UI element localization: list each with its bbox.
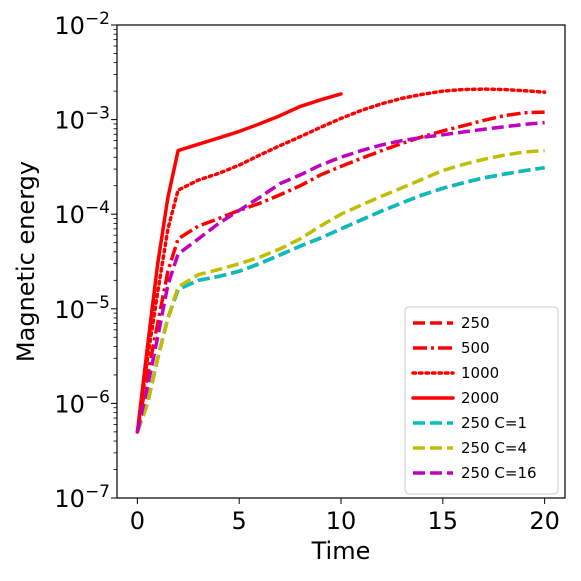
legend-label-500: 500 [461, 339, 490, 357]
series-line-500 [135, 110, 545, 433]
series-line-250-c-4 [135, 148, 545, 433]
legend-box [404, 306, 559, 495]
legend-label-1000: 1000 [461, 364, 499, 382]
legend-label-250-c-1: 250 C=1 [461, 414, 527, 432]
x-tick-label: 0 [130, 507, 145, 535]
x-tick-label: 10 [326, 507, 357, 535]
y-tick-mantissa: 10 [54, 107, 85, 135]
y-tick-label: 10−7 [54, 482, 110, 513]
y-tick-exponent: −5 [85, 293, 110, 313]
y-tick-exponent: −7 [85, 482, 110, 502]
y-tick-exponent: −3 [85, 104, 110, 124]
series-line-250-c-16 [135, 120, 545, 433]
x-tick-label: 5 [232, 507, 247, 535]
legend-label-250: 250 [461, 314, 490, 332]
x-tick-label: 20 [529, 507, 560, 535]
y-tick-exponent: −6 [85, 387, 110, 407]
legend-label-250-c-16: 250 C=16 [461, 464, 537, 482]
y-tick-label: 10−4 [54, 198, 110, 229]
y-tick-exponent: −2 [85, 9, 110, 29]
y-axis-label: Magnetic energy [12, 161, 40, 362]
legend-label-250-c-4: 250 C=4 [461, 439, 527, 457]
y-tick-mantissa: 10 [54, 296, 85, 324]
series-group [135, 87, 547, 434]
legend: 250 500 1000 2000 250 C=1 250 C=4 250 C=16 [404, 306, 559, 495]
x-tick-label: 15 [428, 507, 459, 535]
y-tick-exponent: −4 [85, 198, 110, 218]
series-line-2000 [135, 92, 343, 434]
x-axis-label: Time [311, 537, 371, 565]
y-tick-label: 10−2 [54, 9, 110, 40]
y-tick-mantissa: 10 [54, 485, 85, 513]
y-tick-label: 10−3 [54, 104, 110, 135]
y-tick-mantissa: 10 [54, 390, 85, 418]
series-line-1000 [135, 87, 547, 434]
y-tick-label: 10−6 [54, 387, 110, 418]
y-tick-mantissa: 10 [54, 201, 85, 229]
legend-label-2000: 2000 [461, 389, 499, 407]
y-tick-mantissa: 10 [54, 12, 85, 40]
y-tick-label: 10−5 [54, 293, 110, 324]
plot-lines [135, 87, 547, 434]
